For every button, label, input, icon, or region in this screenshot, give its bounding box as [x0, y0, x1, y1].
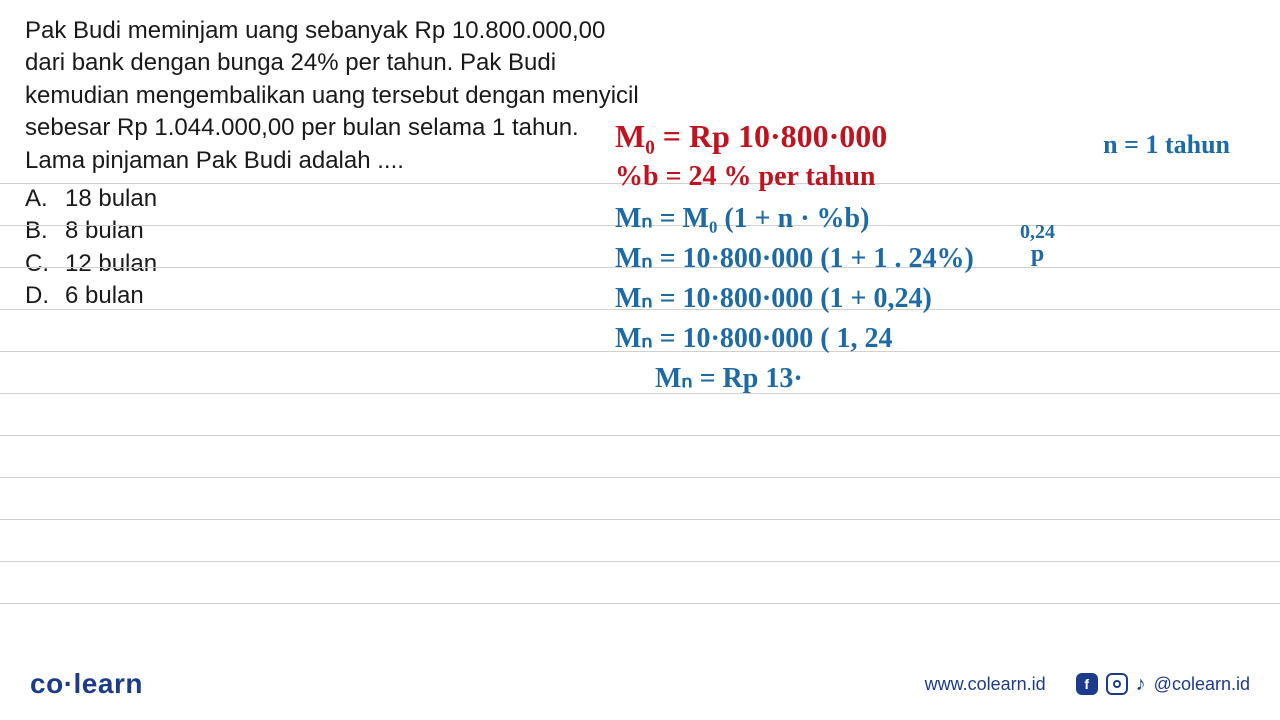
p-annotation: 0,24 p: [1020, 222, 1055, 266]
footer-right: www.colearn.id f ♪ @colearn.id: [925, 673, 1250, 696]
rule-line: [0, 561, 1280, 562]
rule-line: [0, 603, 1280, 604]
hw-line-6: Mₙ = 10·800·000 ( 1, 24: [615, 321, 1265, 355]
logo-right: learn: [74, 668, 143, 699]
option-value: 8 bulan: [65, 215, 144, 247]
social-icons: f ♪ @colearn.id: [1076, 673, 1250, 696]
hw-line-3: Mₙ = M₀ (1 + n · %b): [615, 201, 1265, 235]
question-text: Pak Budi meminjam uang sebanyak Rp 10.80…: [25, 15, 645, 177]
tiktok-icon: ♪: [1136, 673, 1146, 696]
p-sup: 0,24: [1020, 222, 1055, 242]
brand-logo: co·learn: [30, 668, 143, 700]
p-base: p: [1031, 241, 1044, 267]
facebook-icon: f: [1076, 673, 1098, 695]
option-letter: C.: [25, 248, 65, 280]
rule-line: [0, 477, 1280, 478]
option-value: 18 bulan: [65, 183, 157, 215]
option-letter: A.: [25, 183, 65, 215]
rule-line: [0, 435, 1280, 436]
hw-line-5: Mₙ = 10·800·000 (1 + 0,24): [615, 281, 1265, 315]
n-annotation: n = 1 tahun: [1103, 130, 1230, 160]
hw-line-4: Mₙ = 10·800·000 (1 + 1 . 24%): [615, 241, 1265, 275]
rule-line: [0, 519, 1280, 520]
hw-line-2: %b = 24 % per tahun: [615, 161, 1265, 193]
page: Pak Budi meminjam uang sebanyak Rp 10.80…: [0, 0, 1280, 720]
hw-line-7: Mₙ = Rp 13·: [655, 361, 1265, 395]
instagram-icon: [1106, 673, 1128, 695]
option-value: 6 bulan: [65, 280, 144, 312]
logo-dot: ·: [64, 668, 74, 699]
social-handle: @colearn.id: [1154, 674, 1250, 695]
option-letter: B.: [25, 215, 65, 247]
option-value: 12 bulan: [65, 248, 157, 280]
footer: co·learn www.colearn.id f ♪ @colearn.id: [0, 668, 1280, 700]
logo-left: co: [30, 668, 64, 699]
option-letter: D.: [25, 280, 65, 312]
website-url: www.colearn.id: [925, 674, 1046, 695]
